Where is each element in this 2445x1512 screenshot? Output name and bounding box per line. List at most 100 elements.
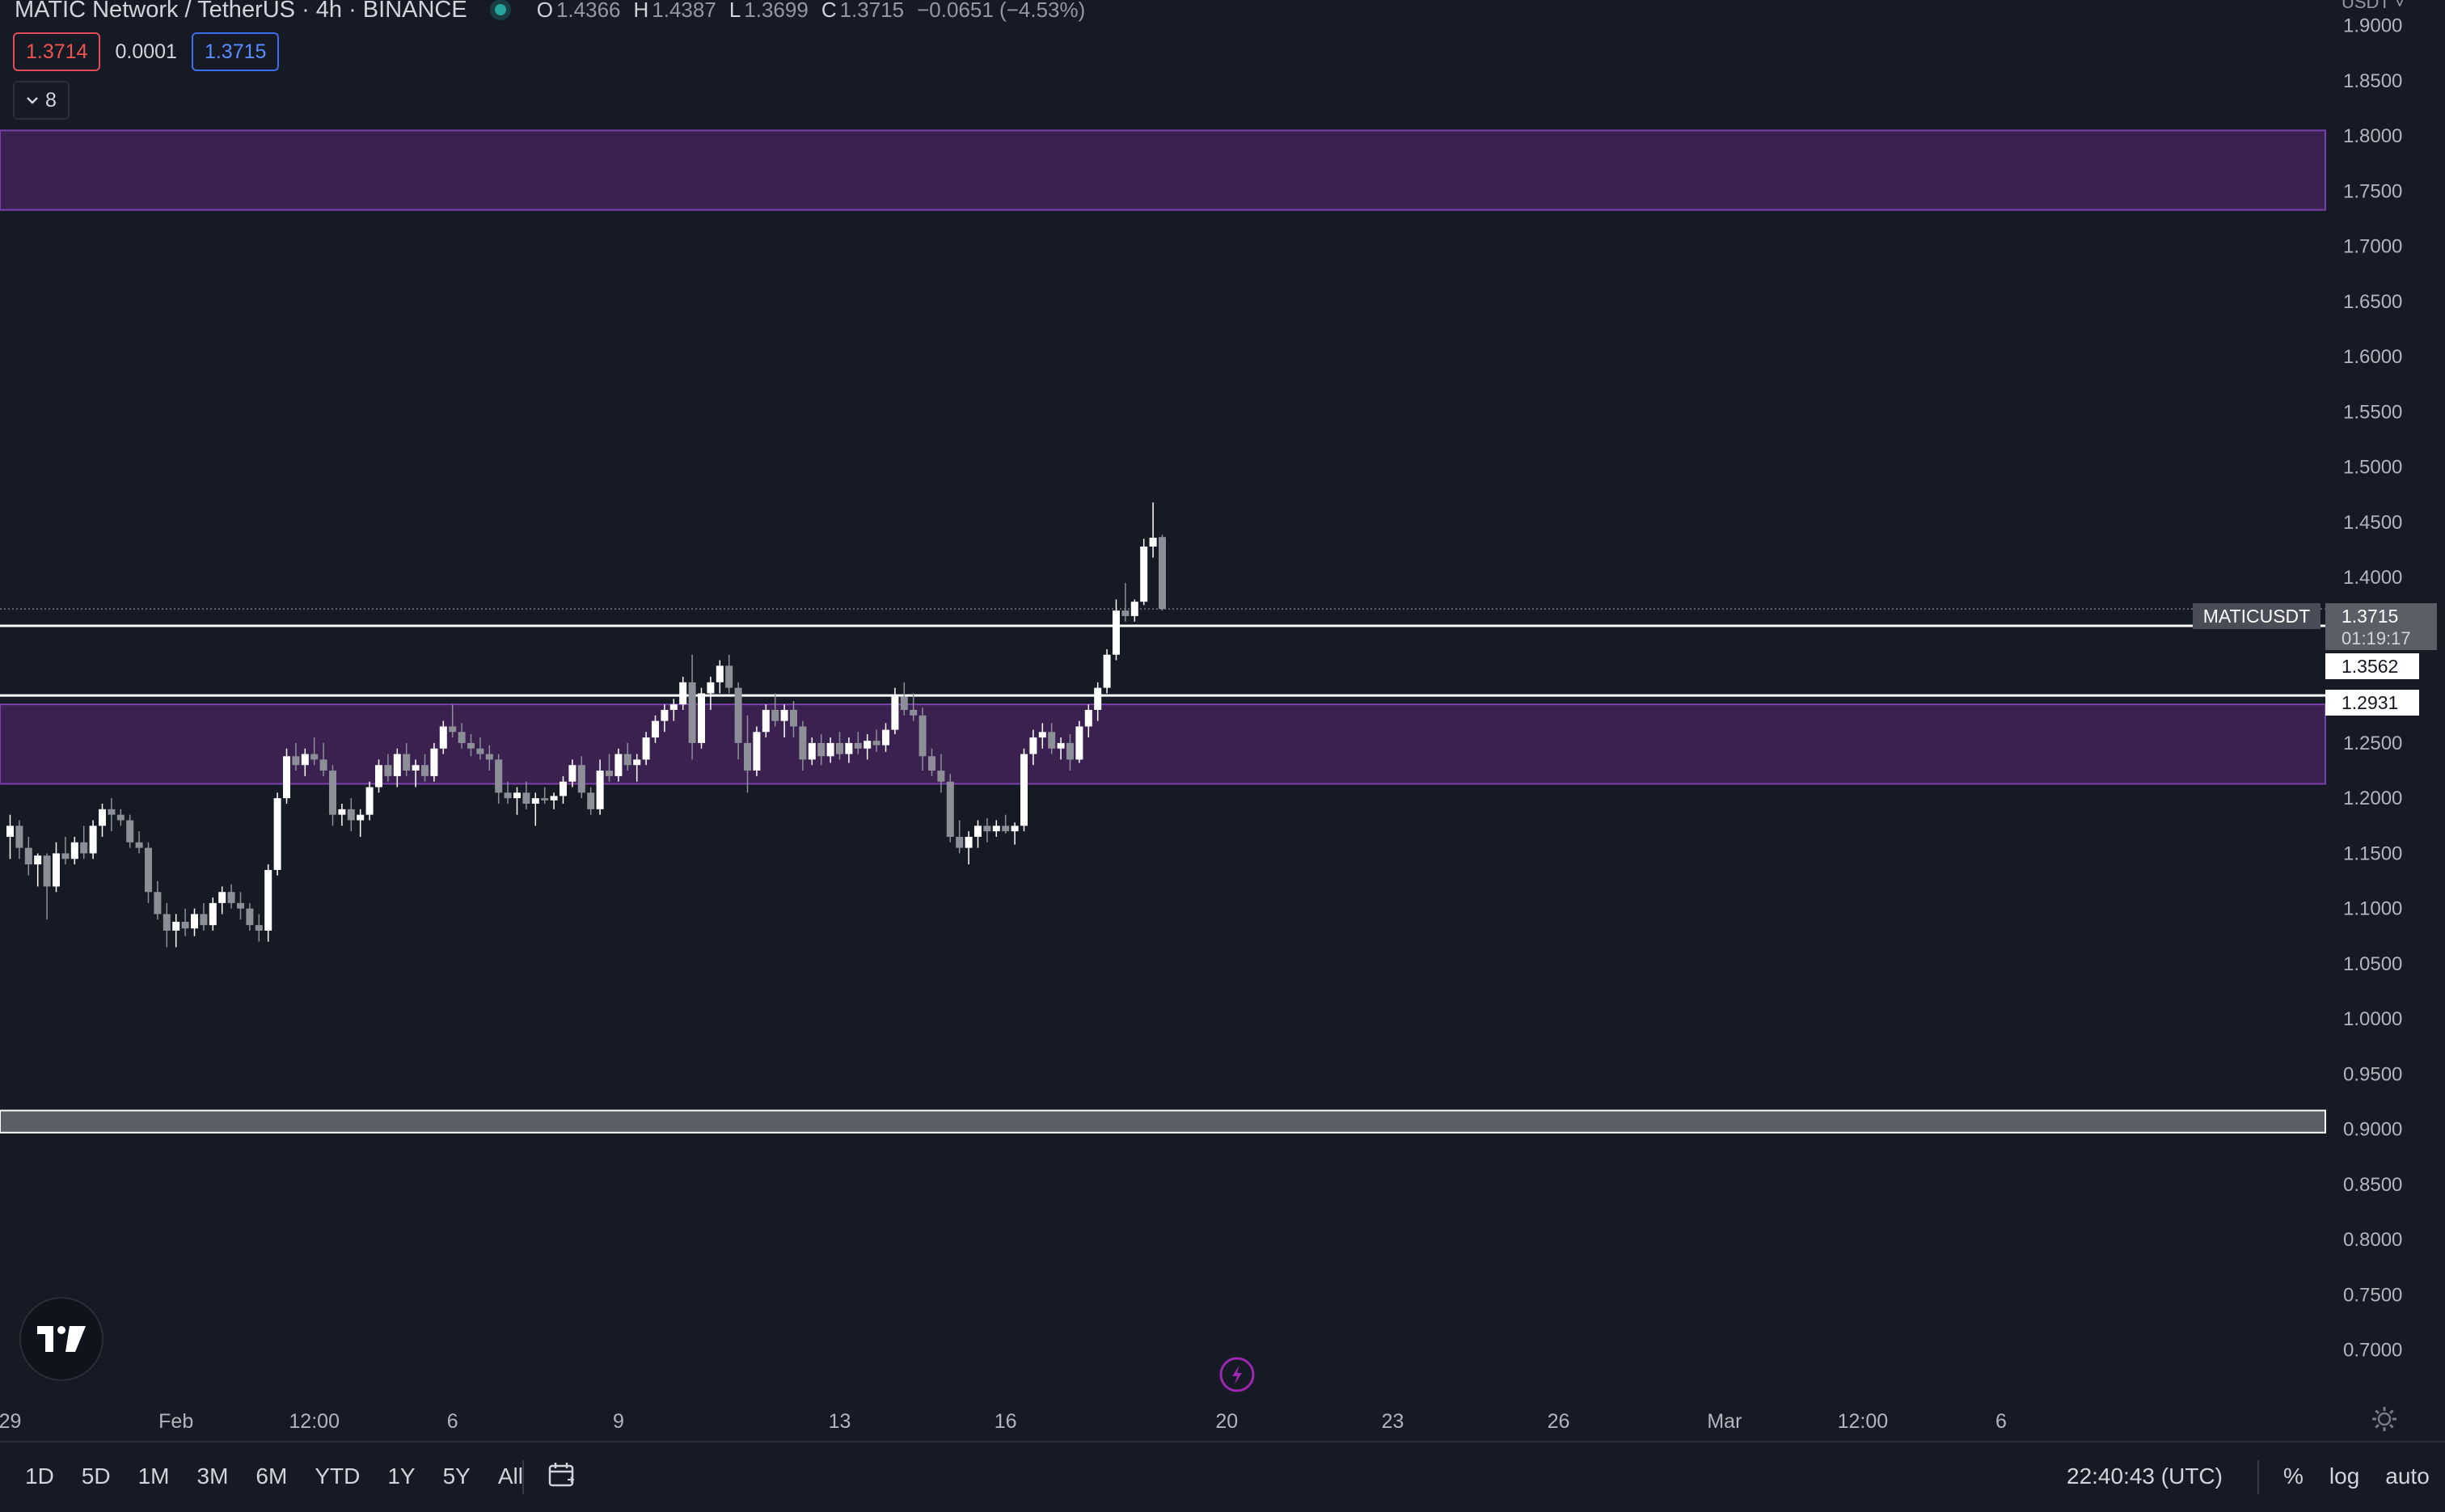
candle[interactable] bbox=[43, 853, 51, 920]
range-1m-button[interactable]: 1M bbox=[137, 1463, 170, 1489]
candle[interactable] bbox=[319, 742, 327, 776]
range-ytd-button[interactable]: YTD bbox=[315, 1463, 361, 1489]
candle[interactable] bbox=[1094, 682, 1102, 721]
sell-button[interactable]: 1.3714 bbox=[13, 32, 101, 71]
candle[interactable] bbox=[292, 742, 300, 771]
candle[interactable] bbox=[762, 704, 770, 738]
candle[interactable] bbox=[1149, 502, 1157, 558]
candle[interactable] bbox=[310, 737, 319, 766]
range-6m-button[interactable]: 6M bbox=[255, 1463, 288, 1489]
candle[interactable] bbox=[1011, 822, 1019, 845]
candle[interactable] bbox=[458, 723, 466, 749]
candle[interactable] bbox=[365, 781, 374, 821]
candle[interactable] bbox=[956, 820, 964, 854]
candle[interactable] bbox=[264, 864, 272, 942]
candle[interactable] bbox=[53, 842, 60, 893]
candle[interactable] bbox=[864, 734, 872, 760]
candle[interactable] bbox=[808, 737, 816, 766]
range-1d-button[interactable]: 1D bbox=[25, 1463, 54, 1489]
candle[interactable] bbox=[80, 826, 88, 859]
candle[interactable] bbox=[882, 723, 889, 752]
candle[interactable] bbox=[817, 734, 826, 766]
candle[interactable] bbox=[1020, 748, 1028, 832]
candle[interactable] bbox=[734, 682, 742, 760]
candle[interactable] bbox=[522, 781, 530, 809]
price-zone-1[interactable] bbox=[0, 129, 2326, 211]
candle[interactable] bbox=[790, 701, 797, 738]
candle[interactable] bbox=[15, 820, 23, 859]
candle[interactable] bbox=[347, 798, 355, 832]
candle[interactable] bbox=[891, 687, 899, 735]
candle[interactable] bbox=[227, 884, 235, 909]
utc-clock[interactable]: 22:40:43 (UTC) bbox=[2067, 1463, 2223, 1489]
candle[interactable] bbox=[1130, 599, 1138, 622]
candle[interactable] bbox=[623, 742, 631, 771]
candle[interactable] bbox=[541, 787, 549, 805]
candle[interactable] bbox=[209, 897, 217, 931]
candle[interactable] bbox=[1140, 538, 1148, 606]
candle[interactable] bbox=[642, 732, 650, 766]
candle[interactable] bbox=[430, 742, 438, 782]
candle[interactable] bbox=[679, 677, 687, 710]
buy-button[interactable]: 1.3715 bbox=[191, 32, 280, 71]
candle[interactable] bbox=[301, 748, 309, 776]
candle[interactable] bbox=[872, 729, 880, 752]
candle[interactable] bbox=[1002, 814, 1010, 834]
candle[interactable] bbox=[163, 902, 171, 948]
auto-scale-button[interactable]: auto bbox=[2385, 1463, 2430, 1489]
range-all-button[interactable]: All bbox=[497, 1463, 523, 1489]
candle[interactable] bbox=[273, 792, 281, 876]
candle[interactable] bbox=[99, 804, 106, 837]
candle[interactable] bbox=[1075, 720, 1083, 763]
candle[interactable] bbox=[34, 853, 42, 887]
goto-date-icon[interactable] bbox=[547, 1460, 577, 1491]
candle[interactable] bbox=[799, 720, 807, 771]
candle[interactable] bbox=[338, 804, 346, 826]
candle[interactable] bbox=[504, 781, 512, 805]
price-axis[interactable]: 1.9000 1.8500 1.8000 1.7500 1.7000 1.6500 1.60… bbox=[2343, 15, 2402, 1362]
candle[interactable] bbox=[1066, 734, 1074, 771]
range-3m-button[interactable]: 3M bbox=[196, 1463, 229, 1489]
candle[interactable] bbox=[1084, 704, 1092, 738]
time-axis[interactable]: 29 Feb 12:00 6 9 13 16 20 23 26 Mar 12:00 6 bbox=[0, 1410, 2007, 1433]
candle[interactable] bbox=[70, 836, 78, 865]
candle[interactable] bbox=[587, 787, 595, 815]
candle[interactable] bbox=[596, 759, 604, 815]
candle[interactable] bbox=[918, 707, 927, 771]
percent-scale-button[interactable]: % bbox=[2283, 1463, 2304, 1489]
tradingview-logo[interactable] bbox=[19, 1297, 103, 1381]
candle[interactable] bbox=[900, 682, 908, 716]
price-chart[interactable]: 1.9000 1.8500 1.8000 1.7500 1.7000 1.6500 1.60… bbox=[0, 0, 2445, 1441]
candle[interactable] bbox=[126, 814, 134, 848]
candle[interactable] bbox=[614, 748, 623, 782]
candle[interactable] bbox=[688, 654, 696, 760]
candle[interactable] bbox=[476, 737, 484, 760]
candle[interactable] bbox=[467, 734, 475, 757]
candle[interactable] bbox=[1103, 648, 1111, 694]
candle[interactable] bbox=[744, 715, 751, 793]
range-5y-button[interactable]: 5Y bbox=[442, 1463, 471, 1489]
candle[interactable] bbox=[661, 704, 669, 733]
price-zone-3[interactable] bbox=[0, 1109, 2326, 1134]
candle[interactable] bbox=[24, 836, 32, 876]
candle[interactable] bbox=[845, 737, 853, 763]
candle[interactable] bbox=[1057, 737, 1065, 760]
candle[interactable] bbox=[577, 756, 585, 799]
candle[interactable] bbox=[439, 720, 447, 754]
candle[interactable] bbox=[928, 748, 935, 776]
candle[interactable] bbox=[61, 836, 70, 865]
candle[interactable] bbox=[181, 908, 189, 936]
candle[interactable] bbox=[965, 831, 973, 865]
candle[interactable] bbox=[974, 820, 982, 848]
candle[interactable] bbox=[237, 892, 244, 920]
candle[interactable] bbox=[854, 732, 862, 754]
candle[interactable] bbox=[412, 759, 420, 788]
candle[interactable] bbox=[826, 737, 834, 763]
candle[interactable] bbox=[937, 754, 945, 793]
candle[interactable] bbox=[992, 820, 1000, 837]
candle[interactable] bbox=[357, 809, 365, 837]
candle[interactable] bbox=[449, 704, 457, 738]
candle[interactable] bbox=[780, 704, 788, 738]
candle[interactable] bbox=[375, 759, 382, 793]
candle[interactable] bbox=[983, 817, 991, 843]
